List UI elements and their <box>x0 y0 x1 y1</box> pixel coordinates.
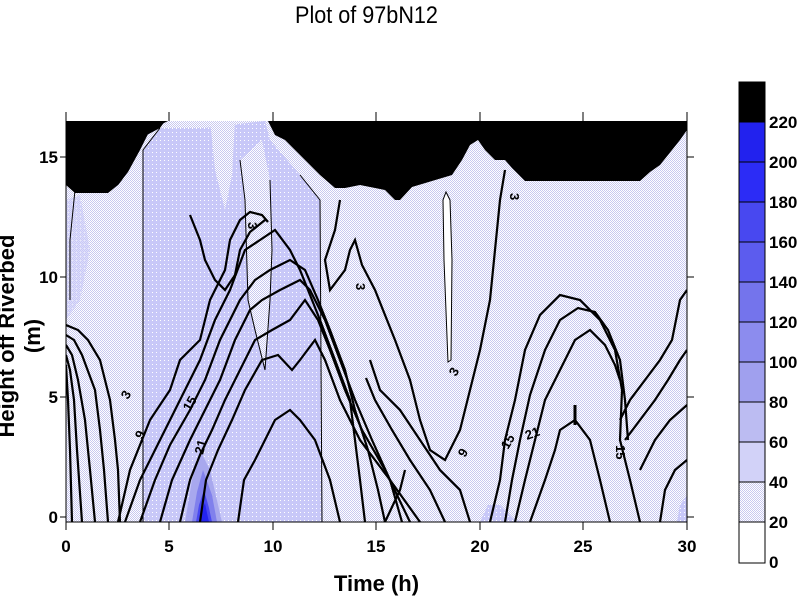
x-axis-label: Time (h) <box>333 571 420 596</box>
colorbar-tick: 140 <box>769 273 797 292</box>
contour-label: 21 <box>523 424 542 443</box>
colorbar-tick: 160 <box>769 233 797 252</box>
colorbar <box>738 81 766 564</box>
x-tick: 20 <box>471 537 490 556</box>
contour-label: 3 <box>245 222 260 229</box>
y-tick: 10 <box>39 268 58 287</box>
y-tick: 15 <box>39 148 58 167</box>
colorbar-tick: 0 <box>769 553 778 572</box>
x-tick: 0 <box>61 537 70 556</box>
contour-label: 3 <box>353 283 368 290</box>
colorbar-tick: 180 <box>769 193 797 212</box>
contour-label: 3 <box>507 193 522 200</box>
y-tick: 0 <box>49 508 58 527</box>
chart-title: Plot of 97bN12 <box>295 2 438 29</box>
y-tick: 5 <box>49 388 58 407</box>
contour-label: 15 <box>498 431 518 451</box>
colorbar-tick: 80 <box>769 393 788 412</box>
contour-boundaries <box>69 127 323 522</box>
x-tick-labels: 0 5 10 15 20 25 30 <box>61 537 696 556</box>
colorbar-tick: 200 <box>769 153 797 172</box>
x-tick: 15 <box>367 537 386 556</box>
plot-area <box>66 121 687 522</box>
colorbar-labels: 0 20 40 60 80 100 120 140 160 180 200 22… <box>769 113 797 572</box>
contour-lines <box>66 169 687 522</box>
x-tick: 30 <box>678 537 697 556</box>
x-tick: 10 <box>264 537 283 556</box>
colorbar-tick: 40 <box>769 473 788 492</box>
contour-label: 15 <box>180 393 200 413</box>
x-tick: 5 <box>164 537 173 556</box>
colorbar-tick: 220 <box>769 113 797 132</box>
contour-label: 21 <box>191 438 209 456</box>
axes-frame <box>60 112 694 530</box>
colorbar-tick: 100 <box>769 353 797 372</box>
colorbar-tick: 20 <box>769 513 788 532</box>
colorbar-tick: 60 <box>769 433 788 452</box>
contour-label: 15 <box>613 445 628 459</box>
colorbar-tick: 120 <box>769 313 797 332</box>
y-tick-labels: 0 5 10 15 <box>39 148 58 527</box>
x-tick: 25 <box>574 537 593 556</box>
